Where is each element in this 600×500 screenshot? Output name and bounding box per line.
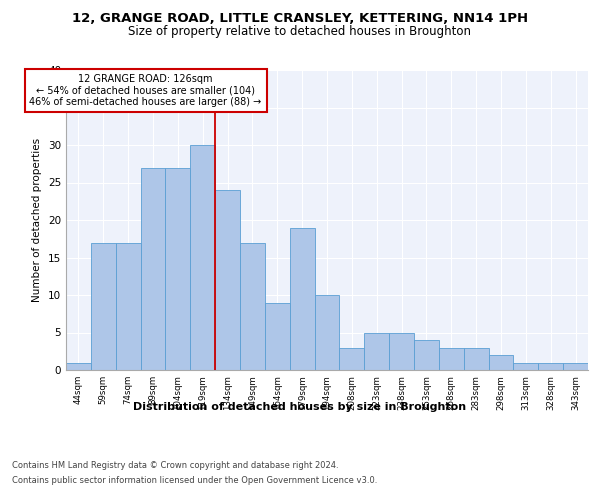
- Bar: [464, 348, 488, 370]
- Bar: [116, 242, 140, 370]
- Bar: [314, 295, 340, 370]
- Text: Distribution of detached houses by size in Broughton: Distribution of detached houses by size …: [133, 402, 467, 412]
- Bar: [488, 355, 514, 370]
- Bar: [439, 348, 464, 370]
- Bar: [389, 332, 414, 370]
- Bar: [91, 242, 116, 370]
- Bar: [414, 340, 439, 370]
- Bar: [190, 145, 215, 370]
- Bar: [563, 362, 588, 370]
- Bar: [364, 332, 389, 370]
- Text: 12 GRANGE ROAD: 126sqm
← 54% of detached houses are smaller (104)
46% of semi-de: 12 GRANGE ROAD: 126sqm ← 54% of detached…: [29, 74, 262, 107]
- Bar: [290, 228, 314, 370]
- Bar: [340, 348, 364, 370]
- Text: Size of property relative to detached houses in Broughton: Size of property relative to detached ho…: [128, 25, 472, 38]
- Bar: [265, 302, 290, 370]
- Bar: [166, 168, 190, 370]
- Y-axis label: Number of detached properties: Number of detached properties: [32, 138, 43, 302]
- Bar: [215, 190, 240, 370]
- Text: 12, GRANGE ROAD, LITTLE CRANSLEY, KETTERING, NN14 1PH: 12, GRANGE ROAD, LITTLE CRANSLEY, KETTER…: [72, 12, 528, 26]
- Text: Contains public sector information licensed under the Open Government Licence v3: Contains public sector information licen…: [12, 476, 377, 485]
- Bar: [240, 242, 265, 370]
- Bar: [140, 168, 166, 370]
- Bar: [538, 362, 563, 370]
- Bar: [514, 362, 538, 370]
- Text: Contains HM Land Registry data © Crown copyright and database right 2024.: Contains HM Land Registry data © Crown c…: [12, 461, 338, 470]
- Bar: [66, 362, 91, 370]
